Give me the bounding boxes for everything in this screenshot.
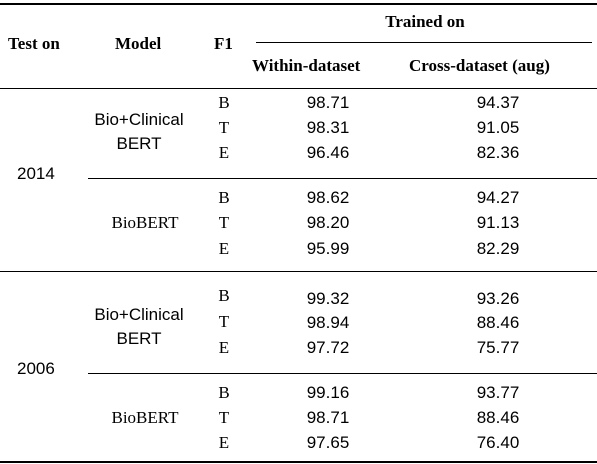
f1-cell: B: [218, 93, 230, 112]
model-name-line2: BERT: [116, 329, 162, 348]
cross-value: 94.37: [476, 93, 520, 112]
f1-cell: E: [218, 433, 230, 452]
f1-cell: E: [218, 338, 230, 357]
f1-cell: T: [218, 312, 230, 331]
test-on-2014: 2014: [17, 164, 55, 183]
f1-cell: B: [218, 188, 230, 207]
test-on-2006: 2006: [17, 359, 55, 378]
cross-value: 82.29: [476, 239, 520, 258]
model-name-line1: Bio+Clinical: [94, 110, 184, 129]
model-name-line1: BioBERT: [111, 213, 179, 232]
within-value: 99.16: [306, 383, 350, 402]
block-separator-rule: [0, 271, 597, 272]
within-value: 98.71: [306, 93, 350, 112]
f1-cell: T: [218, 213, 230, 232]
within-value: 99.32: [306, 289, 350, 308]
model-name-line1: Bio+Clinical: [94, 305, 184, 324]
within-value: 95.99: [306, 239, 350, 258]
cross-value: 88.46: [476, 313, 520, 332]
within-value: 97.65: [306, 433, 350, 452]
cross-value: 93.77: [476, 383, 520, 402]
within-value: 96.46: [306, 143, 350, 162]
cross-value: 82.36: [476, 143, 520, 162]
within-value: 97.72: [306, 338, 350, 357]
within-value: 98.62: [306, 188, 350, 207]
cross-value: 93.26: [476, 289, 520, 308]
f1-cell: T: [218, 118, 230, 137]
cross-value: 91.05: [476, 118, 520, 137]
f1-cell: B: [218, 383, 230, 402]
header-test-on: Test on: [8, 34, 60, 53]
bottom-rule: [0, 461, 597, 463]
header-model: Model: [115, 34, 162, 53]
cross-value: 76.40: [476, 433, 520, 452]
block-2014-mid-rule: [88, 178, 597, 179]
top-rule: [0, 3, 597, 5]
within-value: 98.71: [306, 408, 350, 427]
trained-on-underline: [256, 42, 592, 43]
model-name-line2: BERT: [116, 134, 162, 153]
model-name-line1: BioBERT: [111, 408, 179, 427]
f1-cell: T: [218, 408, 230, 427]
f1-cell: E: [218, 239, 230, 258]
f1-cell: B: [218, 286, 230, 305]
header-trained-on: Trained on: [385, 12, 465, 31]
header-within-dataset: Within-dataset: [252, 56, 361, 75]
cross-value: 91.13: [476, 213, 520, 232]
cross-value: 94.27: [476, 188, 520, 207]
within-value: 98.20: [306, 213, 350, 232]
f1-cell: E: [218, 143, 230, 162]
header-cross-dataset: Cross-dataset (aug): [409, 56, 550, 75]
header-f1: F1: [214, 34, 233, 53]
cross-value: 75.77: [476, 338, 520, 357]
cross-value: 88.46: [476, 408, 520, 427]
block-2006-mid-rule: [88, 373, 597, 374]
within-value: 98.31: [306, 118, 350, 137]
within-value: 98.94: [306, 313, 350, 332]
header-rule: [0, 88, 597, 89]
